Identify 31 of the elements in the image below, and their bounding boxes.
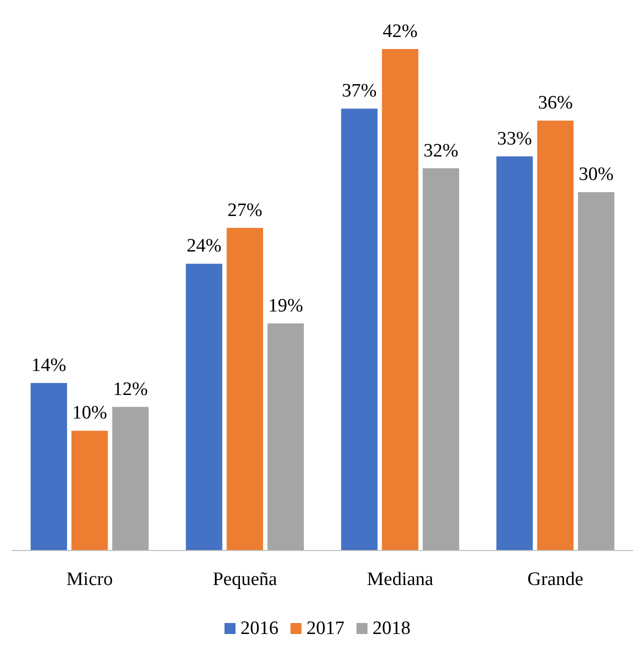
data-label: 37% xyxy=(342,80,377,102)
bar xyxy=(537,120,574,550)
bar xyxy=(496,156,533,550)
data-label: 14% xyxy=(31,355,66,376)
bar xyxy=(112,406,149,550)
legend-label: 2017 xyxy=(306,618,344,639)
bar xyxy=(71,430,108,550)
data-label: 27% xyxy=(227,200,262,221)
bar xyxy=(30,383,68,550)
data-label: 36% xyxy=(538,92,573,114)
data-label: 19% xyxy=(268,295,304,316)
bar xyxy=(186,264,222,550)
bar xyxy=(341,108,378,550)
data-label: 10% xyxy=(72,402,108,424)
data-label: 32% xyxy=(424,140,458,162)
data-label: 24% xyxy=(186,236,222,257)
bar xyxy=(422,168,460,550)
bar xyxy=(578,192,614,550)
x-tick-label: Mediana xyxy=(366,569,434,590)
legend-label: 2016 xyxy=(240,618,278,639)
x-tick-label: Micro xyxy=(66,569,113,590)
data-label: 42% xyxy=(382,21,418,42)
bar xyxy=(382,49,418,550)
data-label: 30% xyxy=(578,164,614,186)
data-label: 33% xyxy=(497,128,532,150)
x-tick-label: Grande xyxy=(527,569,584,590)
data-label: 12% xyxy=(113,378,148,400)
bar xyxy=(226,228,264,550)
bar xyxy=(267,323,304,550)
x-tick-label: Pequeña xyxy=(212,569,278,590)
legend-label: 2018 xyxy=(372,618,410,639)
